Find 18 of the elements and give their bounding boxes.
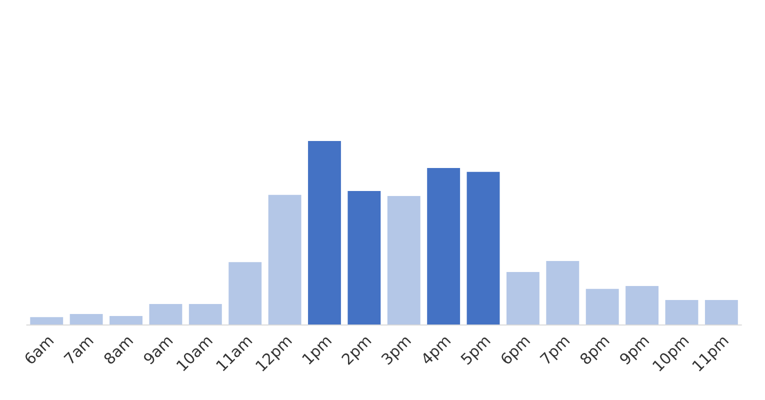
bar	[704, 300, 738, 325]
bar	[387, 196, 420, 325]
bar	[546, 260, 580, 325]
bar	[586, 288, 619, 325]
bar	[506, 272, 540, 325]
bar	[188, 304, 222, 325]
bar	[348, 191, 381, 325]
bar	[228, 262, 262, 325]
bar	[626, 286, 659, 325]
bar	[308, 141, 341, 325]
bar	[268, 194, 302, 325]
bar	[110, 316, 142, 325]
bar	[149, 304, 182, 325]
bar	[665, 300, 698, 325]
bar	[30, 317, 64, 325]
bar	[70, 314, 103, 325]
bar	[427, 168, 460, 325]
bar	[466, 172, 500, 325]
